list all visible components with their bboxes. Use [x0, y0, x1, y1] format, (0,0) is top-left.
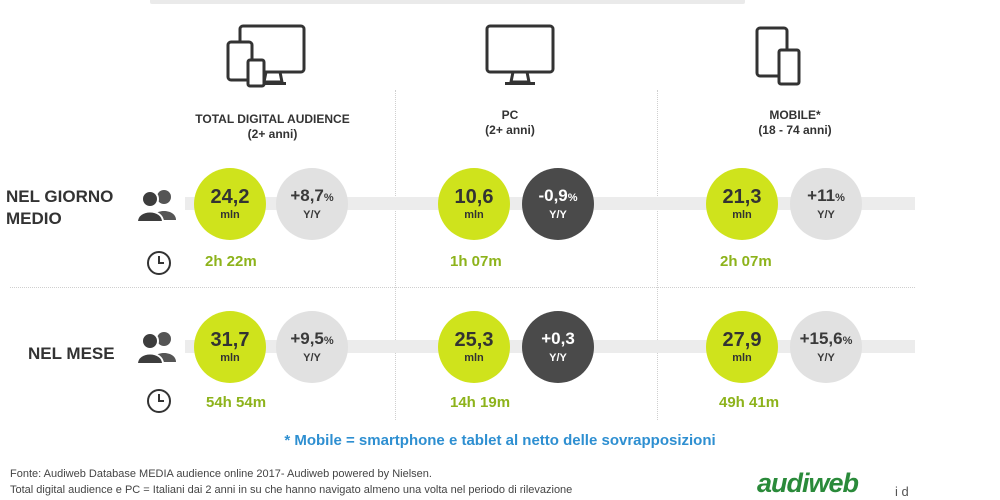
- yoy-value: +0,3: [541, 328, 575, 350]
- column-title-label: TOTAL DIGITAL AUDIENCE: [195, 112, 350, 126]
- value-number: 10,6: [454, 185, 494, 208]
- yoy-number: +11: [807, 185, 836, 205]
- yoy-label: Y/Y: [303, 351, 321, 364]
- yoy-number: +0,3: [541, 328, 575, 348]
- desktop-monitor-icon: [481, 22, 571, 92]
- yoy-circle: +11% Y/Y: [790, 168, 862, 240]
- source-line: Fonte: Audiweb Database MEDIA audience o…: [10, 468, 432, 480]
- value-circle: 21,3 mln: [706, 168, 778, 240]
- yoy-suffix: %: [835, 191, 845, 204]
- column-title-label: PC: [501, 108, 519, 122]
- time-value: 49h 41m: [719, 394, 780, 411]
- row-label-giorno-medio: NEL GIORNO MEDIO: [6, 186, 113, 230]
- value-unit: mln: [732, 208, 752, 221]
- value-number: 24,2: [210, 185, 250, 208]
- mobile-footnote: * Mobile = smartphone e tablet al netto …: [284, 432, 716, 449]
- column-separator: [657, 90, 658, 420]
- column-title-total: TOTAL DIGITAL AUDIENCE (2+ anni): [180, 112, 365, 142]
- yoy-circle: +15,6% Y/Y: [790, 311, 862, 383]
- column-subtitle: (18 - 74 anni): [758, 123, 832, 137]
- row-label-line: MEDIO: [6, 209, 62, 228]
- column-title-mobile: MOBILE* (18 - 74 anni): [735, 108, 855, 138]
- people-icon: [135, 330, 178, 369]
- yoy-number: +15,6: [799, 328, 843, 348]
- logo-tail-text: i d: [895, 484, 909, 499]
- yoy-label: Y/Y: [817, 351, 835, 364]
- value-circle: 27,9 mln: [706, 311, 778, 383]
- clock-icon: [146, 250, 172, 281]
- yoy-value: +8,7%: [290, 185, 334, 207]
- value-unit: mln: [464, 208, 484, 221]
- yoy-suffix: %: [567, 191, 578, 204]
- yoy-number: +9,5: [290, 328, 324, 348]
- value-circle: 10,6 mln: [438, 168, 510, 240]
- value-circle: 25,3 mln: [438, 311, 510, 383]
- yoy-value: +11%: [807, 185, 845, 207]
- time-value: 14h 19m: [450, 394, 511, 411]
- value-unit: mln: [220, 208, 240, 221]
- source-line: Total digital audience e PC = Italiani d…: [10, 484, 573, 496]
- value-unit: mln: [220, 351, 240, 364]
- value-number: 25,3: [454, 328, 494, 351]
- tablet-phone-icon: [755, 22, 845, 92]
- column-title-label: MOBILE*: [769, 108, 821, 122]
- column-separator: [395, 90, 396, 420]
- column-subtitle: (2+ anni): [485, 123, 535, 137]
- yoy-circle: -0,9% Y/Y: [522, 168, 594, 240]
- yoy-number: -0,9: [538, 185, 568, 205]
- yoy-suffix: %: [842, 334, 853, 347]
- yoy-label: Y/Y: [549, 351, 567, 364]
- yoy-label: Y/Y: [303, 208, 321, 221]
- yoy-suffix: %: [323, 334, 334, 347]
- header-banner-cut: [150, 0, 745, 4]
- yoy-label: Y/Y: [817, 208, 835, 221]
- people-icon: [135, 188, 178, 227]
- yoy-value: -0,9%: [538, 185, 578, 207]
- multi-device-icon: [226, 22, 316, 92]
- audiweb-logo: audiweb: [757, 468, 859, 498]
- time-value: 2h 22m: [205, 253, 257, 270]
- time-value: 54h 54m: [206, 394, 267, 411]
- row-label-line: NEL MESE: [28, 344, 115, 363]
- yoy-number: +8,7: [290, 185, 324, 205]
- yoy-label: Y/Y: [549, 208, 567, 221]
- yoy-value: +9,5%: [290, 328, 334, 350]
- yoy-suffix: %: [323, 191, 334, 204]
- value-unit: mln: [732, 351, 752, 364]
- time-value: 1h 07m: [450, 253, 502, 270]
- column-subtitle: (2+ anni): [247, 127, 298, 141]
- yoy-circle: +0,3 Y/Y: [522, 311, 594, 383]
- value-circle: 24,2 mln: [194, 168, 266, 240]
- value-number: 31,7: [210, 328, 250, 351]
- value-circle: 31,7 mln: [194, 311, 266, 383]
- clock-icon: [146, 388, 172, 419]
- row-separator: [10, 287, 915, 288]
- value-unit: mln: [464, 351, 484, 364]
- value-number: 27,9: [722, 328, 762, 351]
- yoy-circle: +8,7% Y/Y: [276, 168, 348, 240]
- row-label-line: NEL GIORNO: [6, 187, 114, 206]
- yoy-circle: +9,5% Y/Y: [276, 311, 348, 383]
- row-label-mese: NEL MESE: [28, 343, 115, 365]
- column-title-pc: PC (2+ anni): [460, 108, 560, 138]
- yoy-value: +15,6%: [799, 328, 853, 350]
- time-value: 2h 07m: [720, 253, 772, 270]
- value-number: 21,3: [722, 185, 762, 208]
